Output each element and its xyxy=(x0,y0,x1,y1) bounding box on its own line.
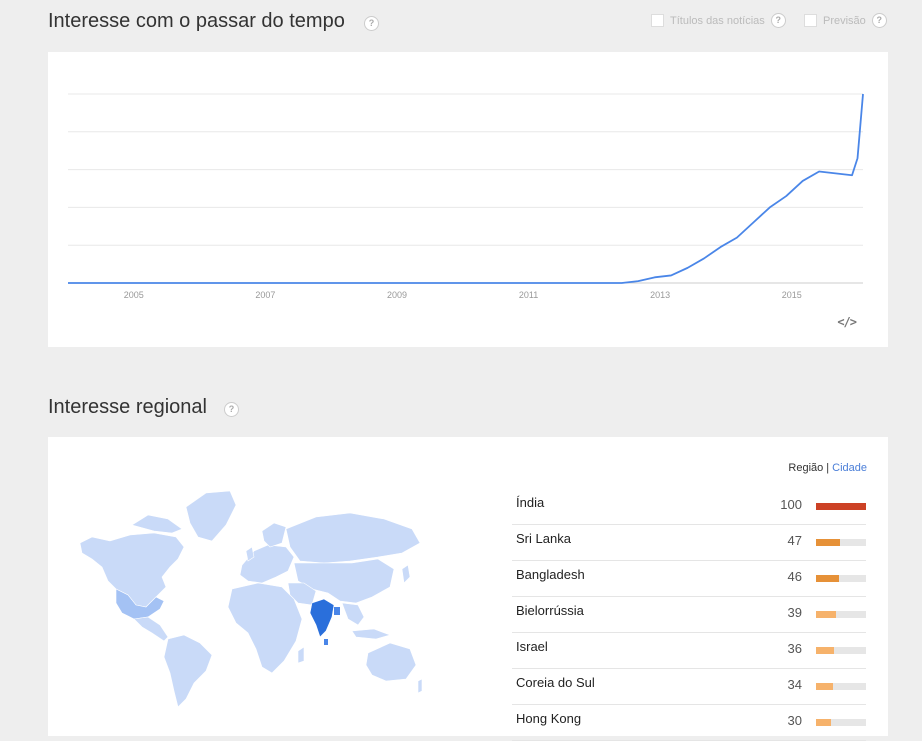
x-tick-label: 2007 xyxy=(255,290,275,300)
map-region-central-america xyxy=(133,616,169,642)
region-bar xyxy=(816,683,866,690)
forecast-option[interactable]: Previsão ? xyxy=(804,13,887,28)
x-tick-label: 2005 xyxy=(124,290,144,300)
series-line[interactable] xyxy=(68,93,864,284)
news-headlines-checkbox[interactable] xyxy=(651,14,664,27)
region-name: Coreia do Sul xyxy=(516,675,595,690)
region-value: 34 xyxy=(787,677,802,692)
x-tick-label: 2015 xyxy=(782,290,802,300)
list-item[interactable]: Coreia do Sul 34 xyxy=(512,669,866,705)
page-title-regional-interest: Interesse regional xyxy=(48,396,207,418)
map-region-greenland xyxy=(185,490,237,542)
region-bar-fill xyxy=(816,719,831,726)
page-title-interest-over-time: Interesse com o passar do tempo xyxy=(48,10,345,32)
map-region-madagascar xyxy=(297,646,305,664)
forecast-label: Previsão xyxy=(823,14,866,27)
region-ranking-list: Índia 100 Sri Lanka 47 Bangladesh 46 Bie… xyxy=(512,489,866,741)
region-value: 46 xyxy=(787,569,802,584)
line-chart[interactable]: 2005 2007 2009 2011 2013 2015 xyxy=(48,52,888,312)
region-bar-fill xyxy=(816,575,839,582)
forecast-checkbox[interactable] xyxy=(804,14,817,27)
region-bar xyxy=(816,503,866,510)
region-name: Israel xyxy=(516,639,548,654)
region-bar-fill xyxy=(816,683,833,690)
help-icon[interactable]: ? xyxy=(224,402,239,417)
map-region-indonesia xyxy=(351,628,391,640)
region-name: Bielorrússia xyxy=(516,603,584,618)
map-region-scandinavia xyxy=(261,522,287,548)
embed-code-icon[interactable]: </> xyxy=(837,315,857,329)
map-region-africa xyxy=(227,582,303,674)
map-region-south-america xyxy=(163,634,213,708)
region-name: Sri Lanka xyxy=(516,531,571,546)
region-bar xyxy=(816,647,866,654)
news-headlines-label: Títulos das notícias xyxy=(670,14,765,27)
region-toggle[interactable]: Região xyxy=(788,462,824,474)
map-region-bangladesh xyxy=(334,607,340,615)
list-item[interactable]: Índia 100 xyxy=(512,489,866,525)
toggle-separator: | xyxy=(826,462,830,474)
help-icon[interactable]: ? xyxy=(770,13,786,28)
news-headlines-option[interactable]: Títulos das notícias ? xyxy=(651,13,786,28)
region-bar xyxy=(816,719,866,726)
map-region-usa xyxy=(115,588,165,620)
x-tick-label: 2011 xyxy=(519,290,538,300)
map-region-sri-lanka xyxy=(324,639,328,645)
map-region-uk xyxy=(245,546,255,562)
region-bar-fill xyxy=(816,503,866,510)
help-icon[interactable]: ? xyxy=(364,16,379,31)
region-name: Hong Kong xyxy=(516,711,582,726)
region-bar xyxy=(816,575,866,582)
world-map[interactable] xyxy=(72,485,424,717)
region-name: Bangladesh xyxy=(516,567,585,582)
region-value: 36 xyxy=(787,641,802,656)
city-toggle[interactable]: Cidade xyxy=(832,462,867,474)
interest-over-time-chart-card: 2005 2007 2009 2011 2013 2015 </> xyxy=(48,52,888,347)
map-region-australia xyxy=(365,642,417,682)
region-bar xyxy=(816,611,866,618)
map-region-southeast-asia xyxy=(341,602,365,626)
region-value: 100 xyxy=(780,497,802,512)
list-item[interactable]: Bangladesh 46 xyxy=(512,561,866,597)
region-value: 39 xyxy=(787,605,802,620)
map-region-north-america xyxy=(79,532,185,608)
help-icon[interactable]: ? xyxy=(871,13,887,28)
map-region-india xyxy=(309,598,335,638)
x-tick-label: 2009 xyxy=(387,290,407,300)
list-item[interactable]: Bielorrússia 39 xyxy=(512,597,866,633)
region-name: Índia xyxy=(516,495,545,510)
region-bar xyxy=(816,539,866,546)
map-region-new-zealand xyxy=(417,678,423,694)
map-region-russia xyxy=(285,512,421,564)
list-item[interactable]: Israel 36 xyxy=(512,633,866,669)
map-region-japan xyxy=(401,564,411,584)
x-tick-label: 2013 xyxy=(650,290,670,300)
region-city-toggle: Região | Cidade xyxy=(788,462,867,474)
region-value: 30 xyxy=(787,713,802,728)
region-bar-fill xyxy=(816,647,834,654)
region-bar-fill xyxy=(816,611,836,618)
map-region-canada-arctic xyxy=(131,514,183,534)
list-item[interactable]: Sri Lanka 47 xyxy=(512,525,866,561)
regional-interest-card: Região | Cidade xyxy=(48,437,888,741)
region-bar-fill xyxy=(816,539,840,546)
region-value: 47 xyxy=(787,533,802,548)
